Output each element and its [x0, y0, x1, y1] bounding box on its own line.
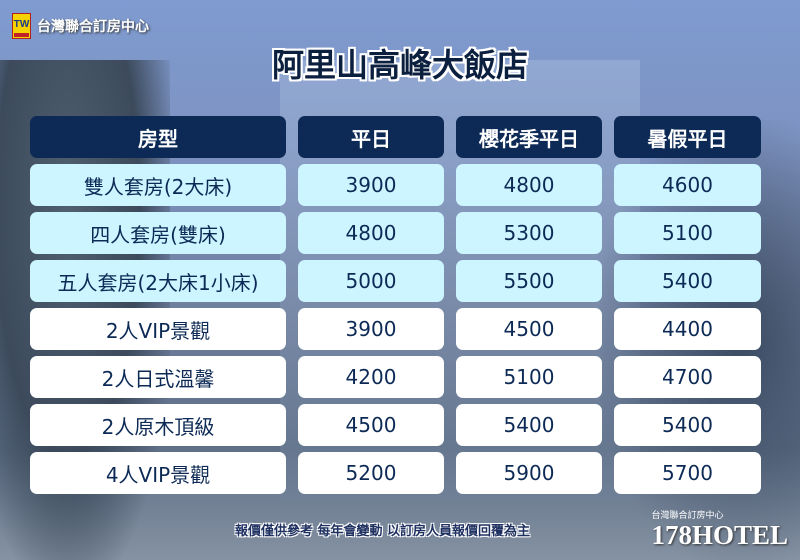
- cell-weekday-price: 5000: [298, 260, 444, 302]
- cell-weekday-price: 3900: [298, 164, 444, 206]
- cell-sakura-price: 4500: [456, 308, 602, 350]
- logo-text: 台灣聯合訂房中心: [37, 19, 149, 35]
- cell-summer-price: 4400: [614, 308, 761, 350]
- tw-logo-icon: TW: [12, 13, 31, 39]
- cell-room-type: 雙人套房(2大床): [30, 164, 286, 206]
- cell-summer-price: 4700: [614, 356, 761, 398]
- cell-room-type: 四人套房(雙床): [30, 212, 286, 254]
- cell-sakura-price: 5400: [456, 404, 602, 446]
- price-disclaimer: 報價僅供參考 每年會變動 以訂房人員報價回覆為主: [235, 524, 531, 539]
- cell-room-type: 4人VIP景觀: [30, 452, 286, 494]
- page-title: 阿里山高峰大飯店: [271, 46, 528, 84]
- header-room-type: 房型: [30, 116, 286, 158]
- site-logo[interactable]: TW 台灣聯合訂房中心: [12, 13, 149, 39]
- header-weekday: 平日: [298, 116, 444, 158]
- cell-summer-price: 5700: [614, 452, 761, 494]
- cell-summer-price: 5400: [614, 404, 761, 446]
- cell-weekday-price: 4800: [298, 212, 444, 254]
- cell-weekday-price: 5200: [298, 452, 444, 494]
- header-summer-weekday: 暑假平日: [614, 116, 761, 158]
- header-sakura-weekday: 櫻花季平日: [456, 116, 602, 158]
- cell-weekday-price: 4500: [298, 404, 444, 446]
- cell-sakura-price: 5300: [456, 212, 602, 254]
- brand-logo: 台灣聯合訂房中心 178HOTEL: [651, 508, 788, 549]
- cell-summer-price: 5400: [614, 260, 761, 302]
- cell-sakura-price: 5900: [456, 452, 602, 494]
- cell-weekday-price: 3900: [298, 308, 444, 350]
- brand-small-text: 台灣聯合訂房中心: [651, 511, 724, 521]
- cell-summer-price: 4600: [614, 164, 761, 206]
- cell-sakura-price: 4800: [456, 164, 602, 206]
- cell-room-type: 2人VIP景觀: [30, 308, 286, 350]
- cell-room-type: 五人套房(2大床1小床): [30, 260, 286, 302]
- cell-weekday-price: 4200: [298, 356, 444, 398]
- cell-sakura-price: 5500: [456, 260, 602, 302]
- cell-summer-price: 5100: [614, 212, 761, 254]
- cell-room-type: 2人原木頂級: [30, 404, 286, 446]
- cell-room-type: 2人日式溫馨: [30, 356, 286, 398]
- brand-name: 178HOTEL: [651, 520, 788, 550]
- price-table: 房型 平日 櫻花季平日 暑假平日 雙人套房(2大床) 3900 4800 4600 四人…: [30, 116, 761, 494]
- cell-sakura-price: 5100: [456, 356, 602, 398]
